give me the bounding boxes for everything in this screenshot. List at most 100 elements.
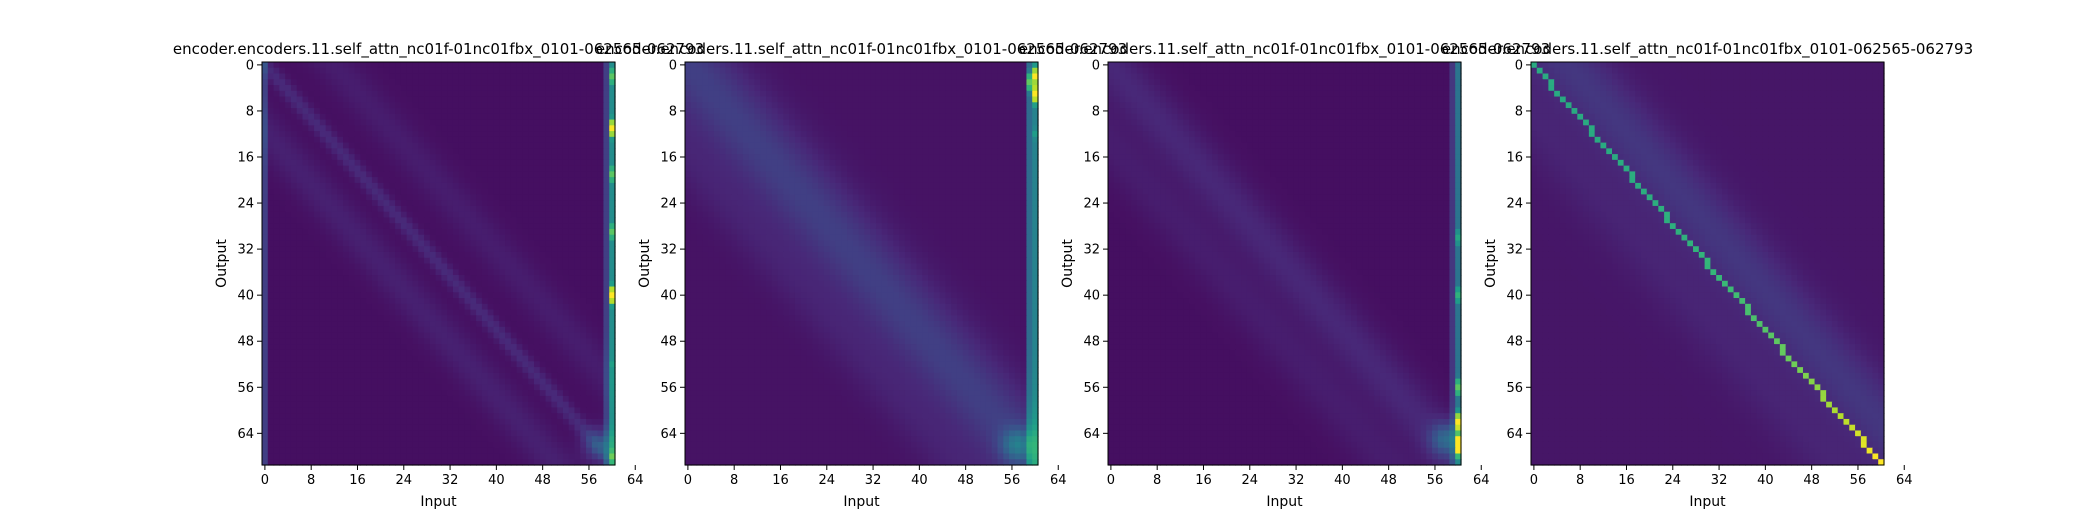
heatmap-cell	[881, 67, 889, 75]
heatmap-cell	[812, 90, 819, 98]
heatmap-cell	[377, 113, 385, 121]
heatmap-cell	[533, 125, 541, 132]
heatmap-cell	[395, 85, 402, 92]
heatmap-cell	[418, 321, 425, 328]
heatmap-cell	[580, 395, 587, 403]
heatmap-cell	[348, 298, 356, 305]
heatmap-cell	[308, 257, 315, 265]
heatmap-cell	[551, 292, 558, 299]
heatmap-cell	[285, 315, 292, 322]
heatmap-cell	[447, 177, 454, 184]
heatmap-cell	[343, 413, 350, 420]
heatmap-cell	[262, 62, 269, 69]
heatmap-cell	[452, 275, 460, 282]
heatmap-cell	[441, 338, 448, 345]
heatmap-cell	[331, 257, 338, 265]
heatmap-cell	[452, 441, 460, 449]
heatmap-cell	[545, 338, 552, 345]
heatmap-cell	[1020, 85, 1028, 92]
heatmap-cell	[343, 177, 350, 184]
heatmap-cell	[267, 407, 275, 414]
heatmap-cell	[325, 154, 333, 161]
heatmap-cell	[395, 441, 402, 449]
heatmap-cell	[371, 269, 379, 276]
heatmap-cell	[452, 361, 460, 368]
heatmap-cell	[447, 441, 454, 449]
heatmap-cell	[991, 90, 999, 98]
heatmap-cell	[685, 62, 692, 69]
heatmap-cell	[400, 194, 408, 201]
y-tick-label: 16	[237, 150, 254, 165]
heatmap-cell	[377, 344, 385, 351]
heatmap-cell	[366, 459, 373, 466]
heatmap-cell	[395, 384, 402, 391]
heatmap-cell	[493, 361, 500, 368]
heatmap-cell	[377, 349, 385, 357]
heatmap-cell	[343, 211, 350, 219]
heatmap-cell	[441, 326, 448, 334]
heatmap-cell	[835, 113, 842, 121]
heatmap-cell	[597, 315, 605, 322]
heatmap-cell	[568, 73, 576, 80]
heatmap-cell	[487, 459, 495, 466]
heatmap-cell	[487, 407, 495, 414]
heatmap-cell	[528, 85, 535, 92]
heatmap-cell	[557, 62, 564, 69]
heatmap-cell	[551, 171, 558, 178]
heatmap-cell	[343, 459, 350, 466]
heatmap-cell	[974, 79, 981, 86]
heatmap-cell	[389, 413, 396, 420]
heatmap-cell	[586, 280, 593, 288]
heatmap-cell	[904, 108, 912, 115]
heatmap-cell	[377, 309, 385, 316]
heatmap-cell	[360, 119, 367, 126]
heatmap-cell	[777, 108, 784, 115]
heatmap-cell	[348, 361, 356, 368]
heatmap-cell	[881, 108, 889, 115]
heatmap-cell	[296, 73, 304, 80]
heatmap-cell	[366, 332, 373, 339]
heatmap-cell	[429, 165, 437, 172]
heatmap-cell	[516, 136, 524, 144]
heatmap-cell	[262, 292, 269, 299]
heatmap-cell	[366, 177, 373, 184]
heatmap-cell	[418, 436, 425, 443]
heatmap-cell	[308, 85, 315, 92]
heatmap-cell	[343, 367, 350, 374]
heatmap-cell	[348, 188, 356, 196]
heatmap-cell	[574, 108, 581, 115]
heatmap-cell	[412, 211, 419, 219]
heatmap-cell	[528, 125, 535, 132]
heatmap-cell	[262, 108, 269, 115]
heatmap-cell	[389, 240, 396, 247]
heatmap-cell	[551, 355, 558, 362]
heatmap-cell	[783, 96, 790, 103]
heatmap-cell	[296, 154, 304, 161]
heatmap-cell	[510, 424, 518, 432]
heatmap-cell	[586, 90, 593, 98]
heatmap-cell	[464, 303, 471, 311]
heatmap-cell	[395, 90, 402, 98]
heatmap-cell	[371, 90, 379, 98]
heatmap-cell	[348, 182, 356, 190]
heatmap-cell	[476, 407, 483, 414]
heatmap-cell	[308, 228, 315, 236]
heatmap-cell	[933, 119, 941, 126]
heatmap-cell	[383, 171, 390, 178]
heatmap-cell	[366, 361, 373, 368]
heatmap-cell	[551, 407, 558, 414]
heatmap-cell	[858, 96, 865, 103]
heatmap-cell	[980, 67, 987, 75]
heatmap-cell	[285, 136, 292, 144]
heatmap-cell	[528, 67, 535, 75]
heatmap-cell	[557, 211, 564, 219]
heatmap-cell	[325, 240, 333, 247]
heatmap-cell	[400, 228, 408, 236]
heatmap-cell	[551, 217, 558, 224]
heatmap-cell	[493, 246, 500, 253]
heatmap-cell	[470, 413, 477, 420]
heatmap-cell	[296, 234, 304, 242]
heatmap-cell	[933, 108, 941, 115]
heatmap-cell	[325, 390, 333, 397]
heatmap-cell	[829, 90, 837, 98]
